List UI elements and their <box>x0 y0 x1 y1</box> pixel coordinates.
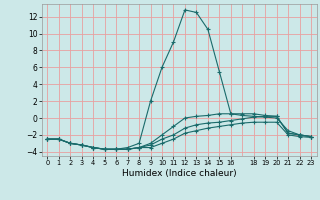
X-axis label: Humidex (Indice chaleur): Humidex (Indice chaleur) <box>122 169 236 178</box>
